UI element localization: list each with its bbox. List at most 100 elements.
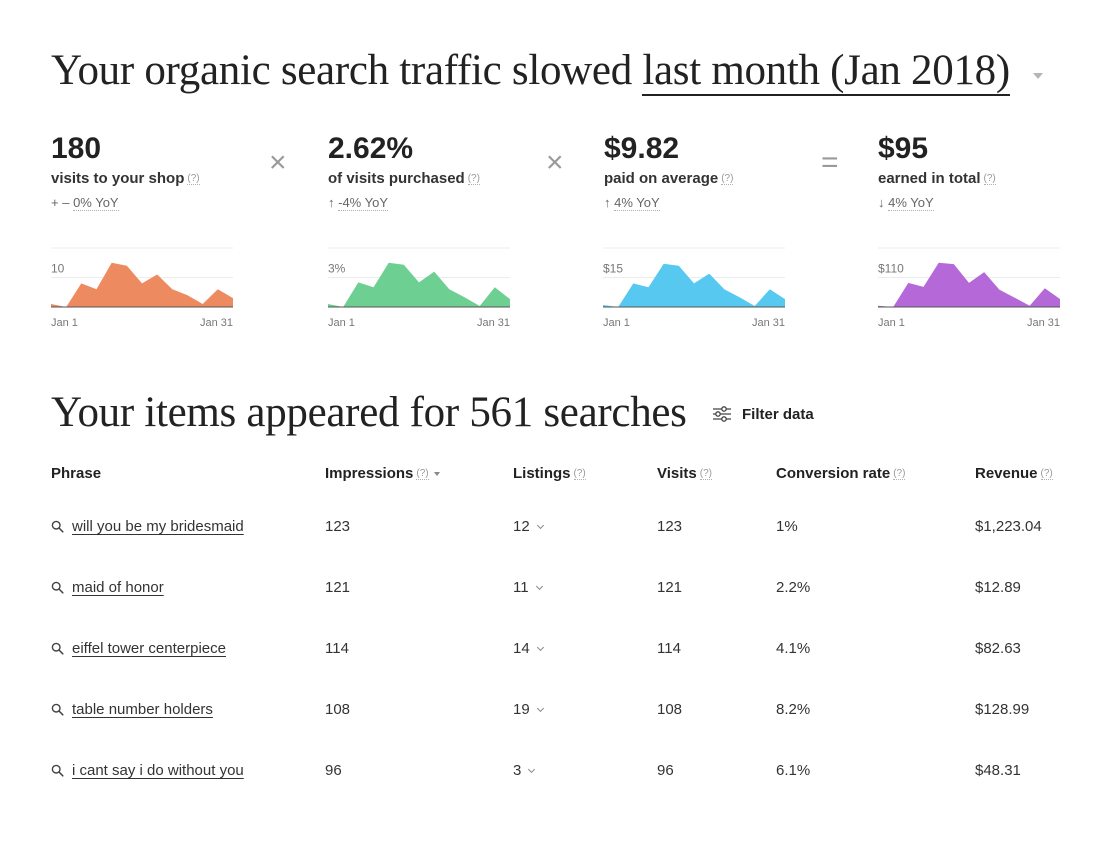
table-row: i cant say i do without you 96 3 96 6.1% $48.… [0,762,1102,802]
metric-value: 2.62% [328,132,414,165]
help-icon[interactable]: (?) [983,173,996,185]
listings-dropdown[interactable]: 14 [513,640,544,657]
column-header-listings[interactable]: Listings (?) [513,465,586,482]
headline-prefix: Your organic search traffic slowed [51,47,643,94]
phrase-link[interactable]: eiffel tower centerpiece [72,640,226,657]
help-icon[interactable]: (?) [893,468,906,480]
filter-sliders-icon [713,406,731,422]
conversion-rate-cell: 8.2% [776,701,811,718]
phrase-link[interactable]: maid of honor [72,579,164,596]
y-tick-label: $110 [878,262,904,276]
help-icon[interactable]: (?) [1040,468,1053,480]
yoy-arrow-icon: + – [51,195,70,210]
filter-data-button[interactable]: Filter data [712,405,814,423]
search-icon [51,581,64,594]
metric-label: earned in total [878,170,981,187]
sparkline-conversion: 3% [328,247,510,308]
x-tick-end: Jan 31 [476,317,510,329]
help-icon[interactable]: (?) [467,173,480,185]
metric-label: of visits purchased [328,170,465,187]
column-header-label: Listings [513,465,571,482]
column-header-phrase[interactable]: Phrase [51,465,101,482]
period-caret-icon[interactable] [1033,73,1043,79]
conversion-rate-cell: 2.2% [776,579,811,596]
listings-dropdown[interactable]: 3 [513,762,536,779]
listings-dropdown[interactable]: 11 [513,579,543,596]
x-tick-start: Jan 1 [328,317,355,329]
column-header-conversion-rate[interactable]: Conversion rate (?) [776,465,906,482]
y-tick-label: $15 [603,262,623,276]
yoy-change: 4% YoY [888,195,934,211]
metric-visits: 180 visits to your shop (?) + – 0% YoY [51,130,251,211]
metric-conversion: 2.62% of visits purchased (?) ↑ -4% YoY [328,130,528,211]
metric-total-earned: $95 earned in total (?) ↓ 4% YoY [878,130,1078,211]
phrase-cell: will you be my bridesmaid [51,518,244,535]
yoy-arrow-icon: ↑ [328,195,335,210]
yoy-change: -4% YoY [338,195,388,211]
column-header-revenue[interactable]: Revenue (?) [975,465,1053,482]
x-tick-end: Jan 31 [199,317,233,329]
metric-value: $9.82 [604,132,680,165]
table-row: eiffel tower centerpiece 114 14 114 4.1% $82.… [0,640,1102,680]
sparkline-total-earned: $110 [878,247,1060,308]
conversion-rate-cell: 6.1% [776,762,811,779]
x-tick-start: Jan 1 [51,317,78,329]
listings-count: 19 [513,701,530,718]
visits-cell: 123 [657,518,683,535]
column-header-impressions[interactable]: Impressions (?) [325,465,440,482]
revenue-cell: $12.89 [975,579,1021,596]
phrase-link[interactable]: table number holders [72,701,213,718]
phrase-link[interactable]: will you be my bridesmaid [72,518,244,535]
metric-average-paid: $9.82 paid on average (?) ↑ 4% YoY [604,130,804,211]
multiply-icon: × [269,146,287,179]
impressions-cell: 123 [325,518,351,535]
search-icon [51,703,64,716]
x-tick-end: Jan 31 [751,317,785,329]
searches-title: Your items appeared for 561 searches [51,389,687,436]
revenue-cell: $128.99 [975,701,1030,718]
metric-value: $95 [878,132,929,165]
help-icon[interactable]: (?) [187,173,200,185]
sparkline-area [51,262,233,307]
help-icon[interactable]: (?) [573,468,586,480]
visits-cell: 96 [657,762,674,779]
table-row: maid of honor 121 11 121 2.2% $12.89 [0,579,1102,619]
help-icon[interactable]: (?) [699,468,712,480]
sparkline-area [878,262,1060,307]
visits-cell: 114 [657,640,681,657]
chevron-down-icon [528,765,536,773]
listings-dropdown[interactable]: 12 [513,518,544,535]
equals-icon: = [821,146,839,179]
search-icon [51,520,64,533]
listings-count: 3 [513,762,522,779]
sort-desc-icon[interactable] [433,472,440,476]
revenue-cell: $48.31 [975,762,1021,779]
x-tick-start: Jan 1 [603,317,630,329]
yoy-change: 0% YoY [73,195,119,211]
column-header-label: Revenue [975,465,1038,482]
period-selector[interactable]: last month (Jan 2018) [642,47,1010,96]
column-header-label: Impressions [325,465,414,482]
table-row: will you be my bridesmaid 123 12 123 1% $1,22… [0,518,1102,558]
help-icon[interactable]: (?) [416,468,429,480]
impressions-cell: 121 [325,579,351,596]
phrase-link[interactable]: i cant say i do without you [72,762,244,779]
chevron-down-icon [535,582,543,590]
x-tick-start: Jan 1 [878,317,905,329]
impressions-cell: 96 [325,762,342,779]
phrase-cell: table number holders [51,701,213,718]
sparkline-visits: 10 [51,247,233,308]
chevron-down-icon [536,643,544,651]
multiply-icon: × [546,146,564,179]
column-header-label: Phrase [51,465,102,482]
column-header-visits[interactable]: Visits (?) [657,465,712,482]
sparkline-average-paid: $15 [603,247,785,308]
help-icon[interactable]: (?) [721,173,734,185]
chevron-down-icon [536,521,544,529]
listings-dropdown[interactable]: 19 [513,701,544,718]
visits-cell: 108 [657,701,683,718]
phrase-cell: i cant say i do without you [51,762,244,779]
yoy-change: 4% YoY [614,195,660,211]
chevron-down-icon [536,704,544,712]
column-header-label: Conversion rate [776,465,891,482]
